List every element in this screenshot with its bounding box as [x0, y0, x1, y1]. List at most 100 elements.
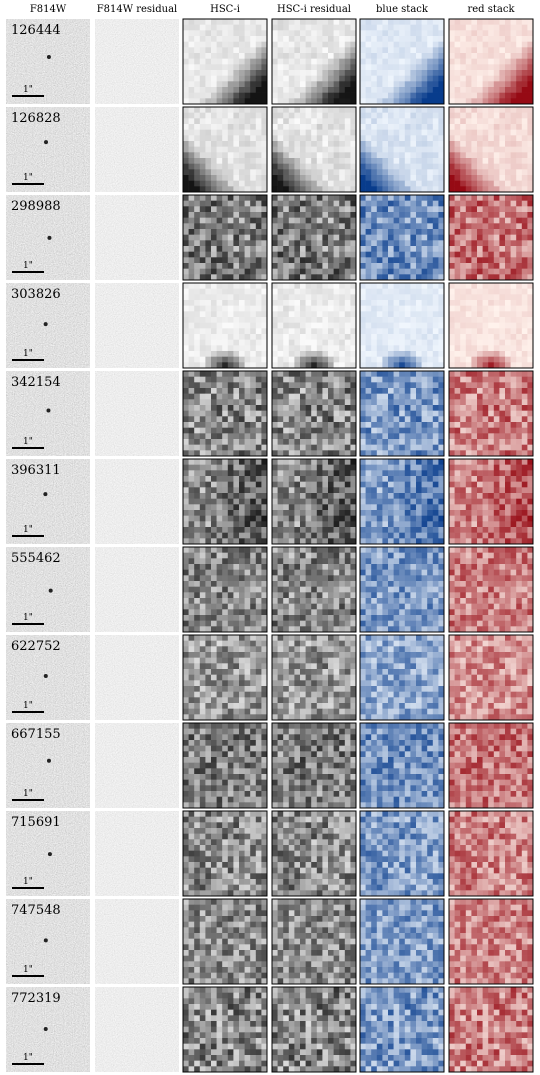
pixel: [465, 47, 472, 54]
pixel: [272, 163, 278, 170]
pixel: [421, 212, 428, 218]
pixel: [183, 521, 189, 528]
pixel: [471, 450, 478, 457]
pixel: [216, 240, 223, 247]
pixel: [527, 158, 534, 164]
pixel: [188, 515, 195, 522]
pixel: [488, 263, 495, 269]
pixel: [222, 64, 229, 71]
pixel: [510, 175, 517, 181]
pixel: [488, 129, 495, 136]
pixel: [499, 169, 506, 176]
pixel: [382, 410, 389, 417]
pixel: [376, 92, 383, 99]
pixel: [499, 422, 506, 428]
pixel: [239, 268, 245, 275]
pixel: [388, 212, 394, 218]
pixel: [416, 328, 422, 335]
pixel: [244, 92, 251, 99]
pixel: [382, 75, 389, 82]
pixel: [344, 41, 351, 48]
pixel: [333, 257, 340, 264]
pixel: [222, 92, 229, 99]
pixel: [454, 405, 461, 411]
pixel: [244, 498, 251, 505]
pixel: [344, 351, 351, 357]
pixel: [344, 311, 351, 318]
pixel: [388, 163, 394, 170]
pixel: [188, 305, 195, 312]
pixel: [205, 356, 212, 363]
pixel: [288, 450, 295, 457]
pixel: [416, 251, 422, 258]
pixel: [499, 146, 506, 153]
pixel: [527, 30, 534, 37]
pixel: [328, 19, 334, 25]
pixel: [449, 163, 455, 170]
pixel: [416, 274, 422, 281]
pixel: [488, 141, 495, 147]
pixel: [454, 257, 461, 264]
pixel: [183, 223, 189, 230]
pixel: [261, 493, 268, 499]
pixel: [449, 107, 455, 113]
pixel: [199, 532, 206, 539]
pixel: [183, 158, 189, 164]
pixel: [350, 141, 357, 147]
pixel: [250, 195, 257, 201]
pixel: [350, 234, 357, 241]
pixel: [199, 481, 206, 488]
pixel: [222, 169, 229, 176]
pixel: [360, 251, 366, 258]
pixel: [505, 328, 511, 335]
pixel: [477, 163, 483, 170]
pixel: [510, 112, 517, 119]
pixel: [427, 388, 434, 394]
pixel: [505, 305, 511, 312]
pixel: [244, 223, 251, 230]
pixel: [371, 92, 378, 99]
pixel: [311, 311, 318, 318]
pixel: [521, 180, 528, 187]
pixel: [311, 334, 318, 340]
pixel: [493, 212, 500, 218]
pixel: [416, 257, 422, 264]
pixel: [505, 118, 511, 125]
pixel: [454, 371, 461, 377]
pixel: [333, 382, 340, 389]
pixel: [255, 64, 262, 71]
pixel: [488, 439, 495, 445]
pixel: [199, 98, 206, 105]
pixel: [305, 433, 312, 440]
pixel: [404, 158, 411, 164]
pixel: [477, 141, 483, 147]
pixel: [371, 112, 378, 119]
pixel: [477, 107, 483, 113]
pixel: [272, 410, 278, 417]
pixel: [244, 75, 251, 82]
pixel: [333, 274, 340, 281]
object-id: 298988: [11, 199, 61, 214]
pixel: [460, 64, 467, 71]
pixel: [194, 200, 201, 207]
pixel: [205, 274, 212, 281]
pixel: [288, 107, 295, 113]
pixel: [460, 393, 467, 400]
pixel: [393, 351, 400, 357]
pixel: [239, 410, 245, 417]
pixel: [305, 212, 312, 218]
pixel: [328, 317, 334, 323]
pixel: [460, 70, 467, 76]
pixel: [393, 371, 400, 377]
pixel: [244, 527, 251, 533]
pixel: [527, 399, 534, 406]
pixel: [350, 58, 357, 65]
pixel: [421, 30, 428, 37]
pixel: [427, 317, 434, 323]
pixel: [350, 317, 357, 323]
pixel: [239, 393, 245, 400]
pixel: [482, 356, 489, 363]
pixel: [344, 263, 351, 269]
pixel: [222, 393, 229, 400]
pixel: [333, 24, 340, 31]
